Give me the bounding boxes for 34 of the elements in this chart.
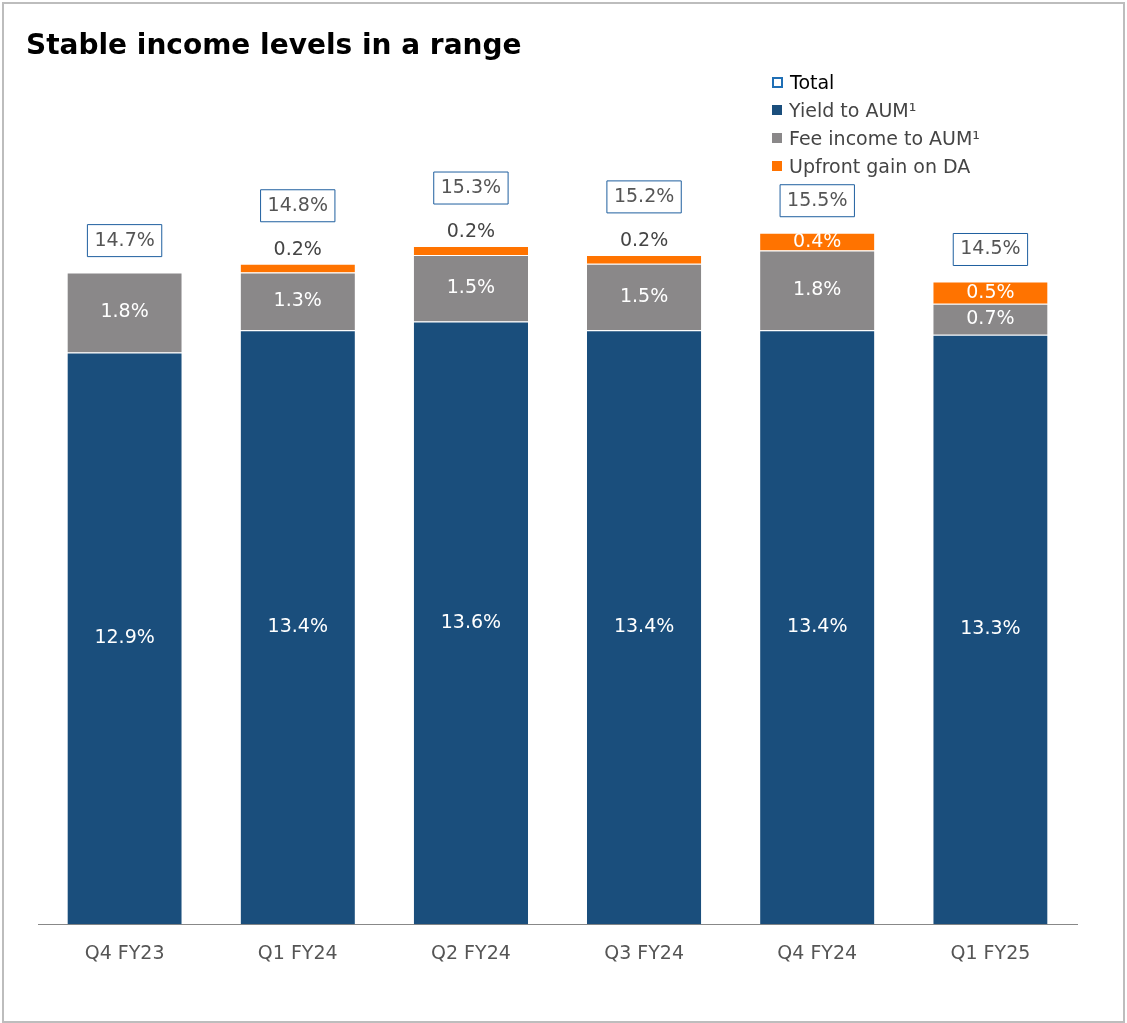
x-tick-label: Q1 FY24 bbox=[257, 940, 338, 963]
total-label: 14.5% bbox=[960, 236, 1021, 259]
data-label: 1.8% bbox=[793, 277, 842, 300]
x-tick-label: Q2 FY24 bbox=[431, 940, 511, 963]
data-label: 0.2% bbox=[619, 227, 669, 250]
total-label: 15.3% bbox=[440, 174, 502, 197]
data-label: 1.3% bbox=[273, 288, 322, 311]
legend-label: Upfront gain on DA bbox=[789, 154, 971, 179]
data-label: 13.3% bbox=[960, 616, 1021, 639]
legend-label: Yield to AUM¹ bbox=[789, 98, 917, 123]
total-label: 15.2% bbox=[613, 183, 675, 206]
x-tick-label: Q3 FY24 bbox=[604, 940, 684, 963]
data-label: 13.6% bbox=[440, 609, 502, 632]
data-label: 0.4% bbox=[793, 228, 842, 251]
chart-title: Stable income levels in a range bbox=[26, 28, 522, 61]
data-label: 1.5% bbox=[619, 283, 669, 306]
data-label: 13.4% bbox=[613, 614, 675, 637]
total-label: 15.5% bbox=[787, 187, 848, 210]
data-label: 0.2% bbox=[273, 236, 322, 259]
data-label: 13.4% bbox=[787, 614, 848, 637]
data-label: 0.7% bbox=[966, 306, 1015, 329]
data-label: 1.5% bbox=[446, 275, 496, 298]
data-label: 12.9% bbox=[94, 625, 155, 648]
x-tick-label: Q1 FY25 bbox=[950, 940, 1031, 963]
data-label: 0.5% bbox=[966, 279, 1015, 302]
x-tick-label: Q4 FY24 bbox=[777, 940, 858, 963]
legend-title: Total bbox=[790, 70, 835, 95]
data-label: 1.8% bbox=[100, 299, 149, 322]
total-label: 14.7% bbox=[94, 227, 155, 250]
total-label: 14.8% bbox=[267, 192, 328, 215]
x-tick-label: Q4 FY23 bbox=[84, 940, 165, 963]
data-label: 0.2% bbox=[446, 218, 496, 241]
data-label: 13.4% bbox=[267, 614, 328, 637]
legend-label: Fee income to AUM¹ bbox=[789, 126, 980, 151]
